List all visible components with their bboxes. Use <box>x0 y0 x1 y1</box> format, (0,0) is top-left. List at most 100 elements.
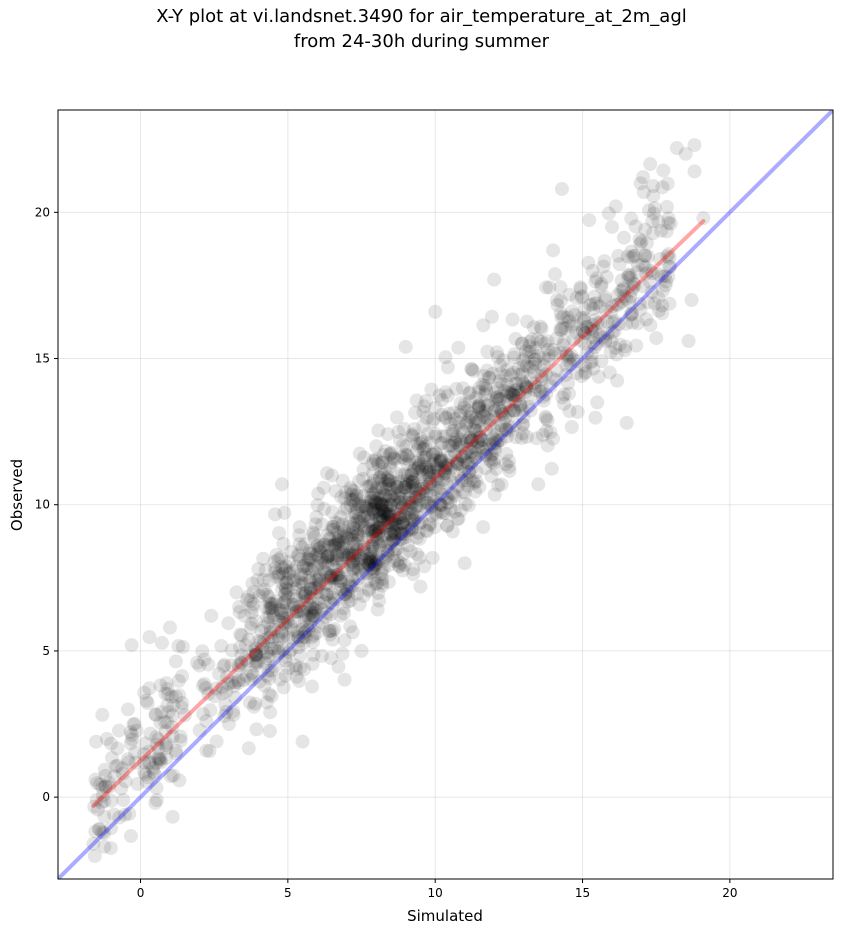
scatter-point <box>289 591 304 606</box>
scatter-point <box>89 792 104 807</box>
scatter-point <box>108 759 123 774</box>
scatter-point <box>289 559 304 574</box>
scatter-point <box>435 436 450 451</box>
scatter-point <box>478 404 493 419</box>
scatter-point <box>366 504 381 519</box>
scatter-point <box>325 505 340 520</box>
scatter-point <box>362 557 377 572</box>
scatter-point <box>335 517 350 532</box>
scatter-point <box>429 472 444 487</box>
scatter-point <box>300 551 315 566</box>
scatter-point <box>383 497 398 512</box>
scatter-point <box>412 486 427 501</box>
scatter-point <box>140 696 155 711</box>
scatter-point <box>142 754 157 769</box>
scatter-point <box>389 479 404 494</box>
scatter-point <box>372 538 387 553</box>
scatter-point <box>417 453 432 468</box>
scatter-point <box>549 293 564 308</box>
scatter-point <box>260 668 275 683</box>
scatter-point <box>302 570 317 585</box>
scatter-point <box>264 689 279 704</box>
scatter-point <box>365 538 380 553</box>
scatter-point <box>217 709 232 724</box>
scatter-point <box>392 507 407 522</box>
scatter-point <box>372 513 387 528</box>
scatter-point <box>381 488 396 503</box>
scatter-point <box>249 722 264 737</box>
scatter-point <box>278 563 293 578</box>
scatter-point <box>496 353 511 368</box>
scatter-point <box>243 620 258 635</box>
scatter-point <box>473 423 488 438</box>
scatter-point <box>503 387 518 402</box>
scatter-point <box>324 570 339 585</box>
scatter-point <box>407 489 422 504</box>
scatter-point <box>512 385 527 400</box>
scatter-point <box>472 413 487 428</box>
scatter-point <box>232 605 247 620</box>
scatter-point <box>382 519 397 534</box>
scatter-point <box>153 752 168 767</box>
scatter-point <box>372 470 387 485</box>
scatter-point <box>309 580 324 595</box>
scatter-point <box>369 552 384 567</box>
scatter-point <box>381 473 396 488</box>
scatter-point <box>464 444 479 459</box>
scatter-point <box>662 250 677 265</box>
scatter-point <box>264 641 279 656</box>
scatter-point <box>497 383 512 398</box>
scatter-point <box>86 836 101 851</box>
scatter-point <box>508 394 523 409</box>
scatter-point <box>427 495 442 510</box>
scatter-point <box>580 320 595 335</box>
scatter-point <box>262 609 277 624</box>
scatter-point <box>638 248 653 263</box>
regression-line <box>91 219 706 808</box>
scatter-point <box>525 359 540 374</box>
scatter-point <box>325 590 340 605</box>
scatter-point <box>436 472 451 487</box>
scatter-point <box>218 697 233 712</box>
scatter-point <box>269 594 284 609</box>
scatter-point <box>384 445 399 460</box>
scatter-point <box>315 549 330 564</box>
scatter-point <box>375 578 390 593</box>
scatter-point <box>535 363 550 378</box>
scatter-point <box>215 686 230 701</box>
scatter-point <box>298 630 313 645</box>
scatter-point <box>419 393 434 408</box>
scatter-point <box>412 492 427 507</box>
scatter-point <box>328 536 343 551</box>
scatter-point <box>255 585 270 600</box>
scatter-point <box>386 553 401 568</box>
scatter-point <box>396 438 411 453</box>
scatter-point <box>352 473 367 488</box>
scatter-point <box>462 430 477 445</box>
scatter-point <box>428 445 443 460</box>
scatter-point <box>429 447 444 462</box>
scatter-point <box>258 563 273 578</box>
scatter-point <box>219 684 234 699</box>
y-axis-label: Observed <box>8 459 26 531</box>
scatter-point <box>292 520 307 535</box>
scatter-point <box>322 627 337 642</box>
scatter-point <box>405 506 420 521</box>
scatter-point <box>501 459 516 474</box>
scatter-point <box>491 433 506 448</box>
scatter-point <box>214 638 229 653</box>
scatter-point <box>419 523 434 538</box>
scatter-point <box>654 269 669 284</box>
scatter-point <box>630 265 645 280</box>
scatter-point <box>276 610 291 625</box>
scatter-point <box>286 563 301 578</box>
scatter-point <box>487 272 502 287</box>
scatter-point <box>687 164 702 179</box>
scatter-point <box>388 542 403 557</box>
scatter-point <box>482 371 497 386</box>
scatter-point <box>632 296 647 311</box>
scatter-point <box>333 574 348 589</box>
scatter-point <box>373 520 388 535</box>
scatter-point <box>149 737 164 752</box>
scatter-point <box>459 473 474 488</box>
